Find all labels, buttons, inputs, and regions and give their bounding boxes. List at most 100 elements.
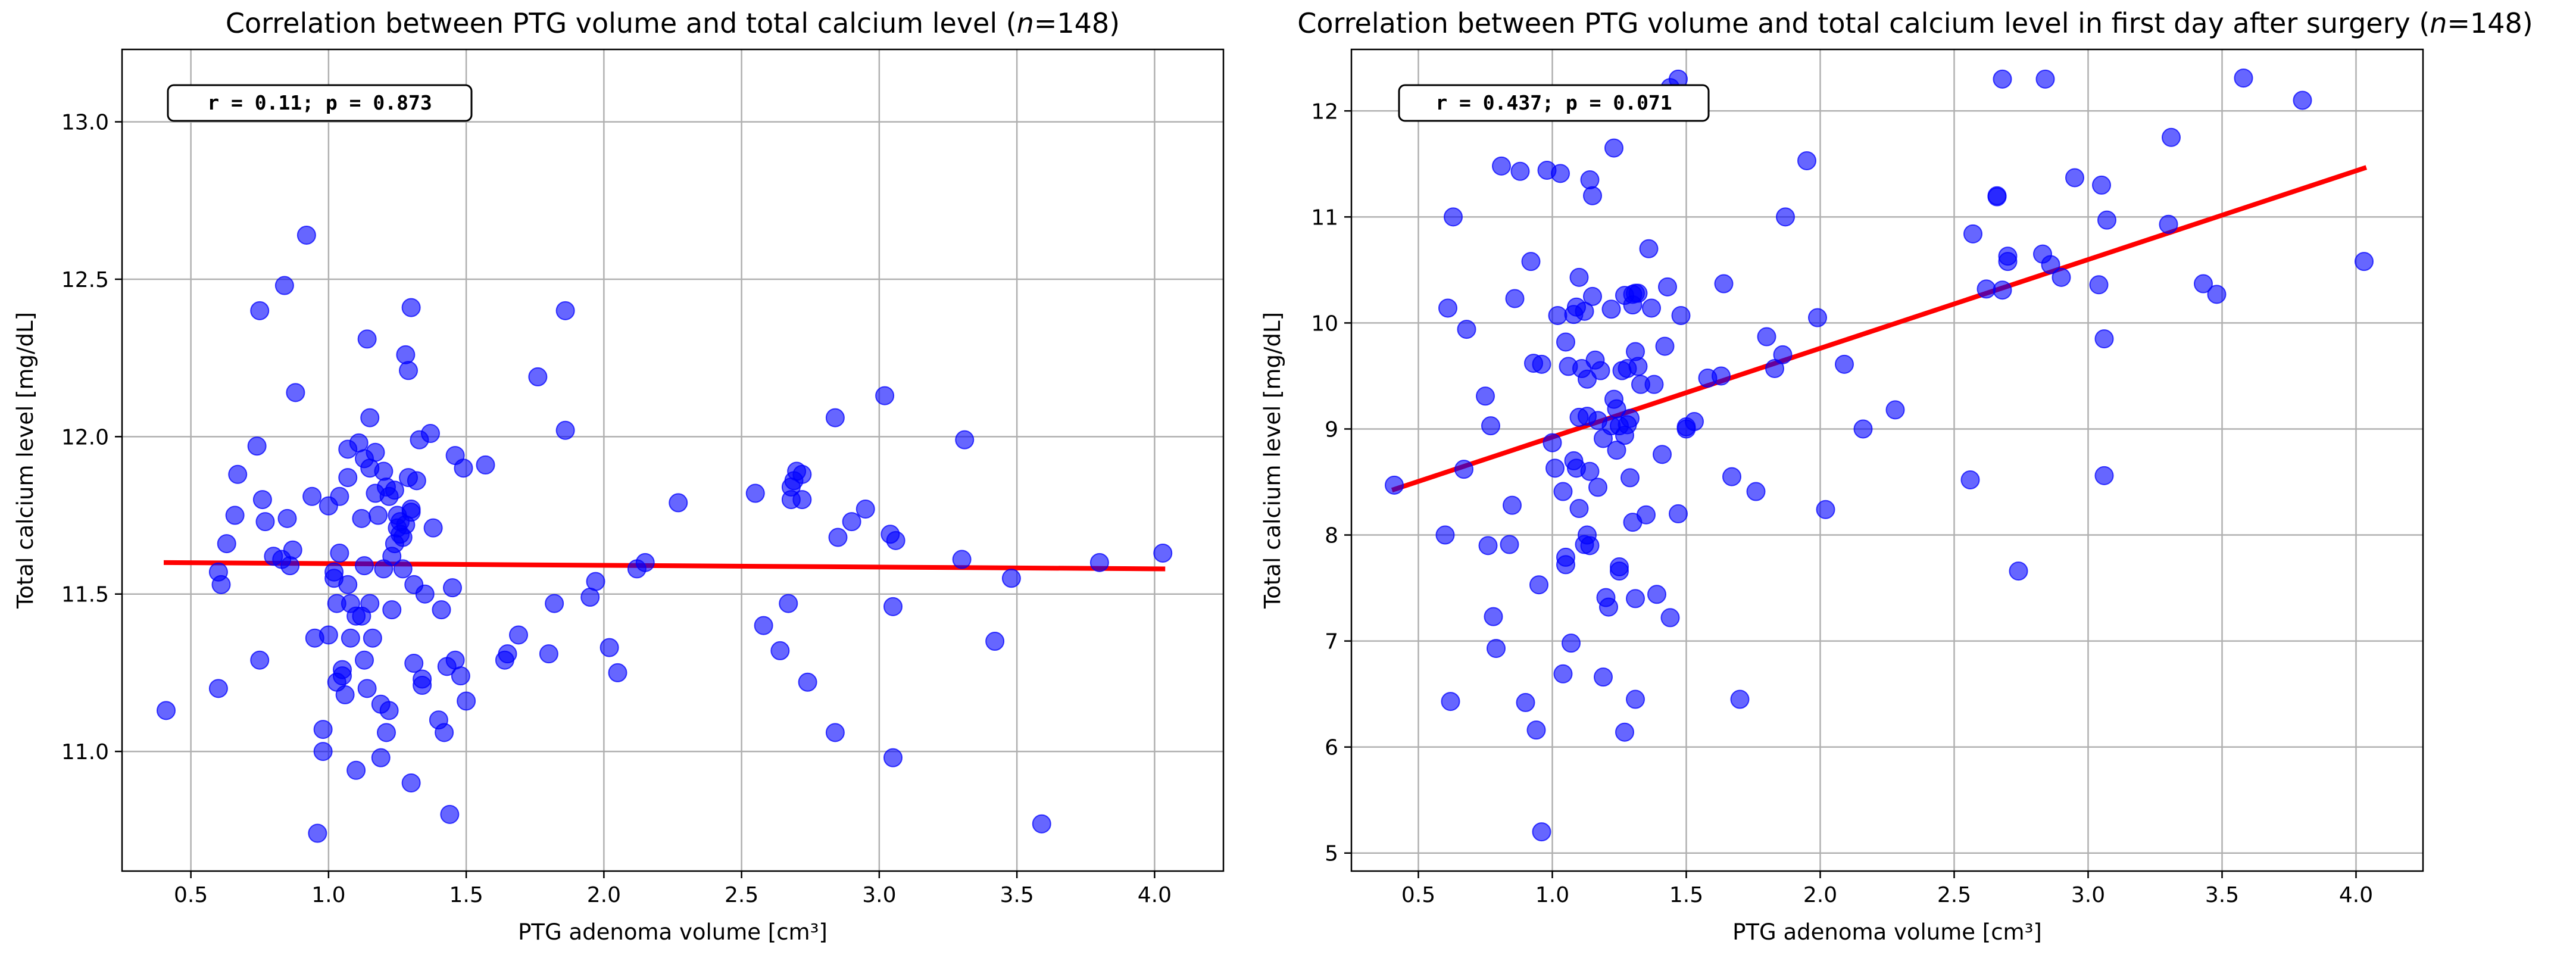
- chart-left-x-tick-label-5: 3.0: [862, 883, 896, 907]
- chart-left-stats-frame: [167, 84, 473, 122]
- chart-left-data-point-90: [415, 584, 435, 604]
- chart-right-stats-label: r = 0.437; p = 0.071: [1435, 91, 1672, 114]
- chart-right-data-point-104: [1776, 207, 1795, 227]
- chart-left-data-point-4: [217, 534, 236, 554]
- chart-right-data-point-141: [1601, 416, 1621, 436]
- chart-right-data-point-110: [1885, 400, 1905, 420]
- chart-right-data-point-105: [1797, 151, 1816, 170]
- chart-left-data-point-9: [252, 490, 272, 510]
- chart-right-data-point-83: [1647, 585, 1666, 604]
- chart-left-data-point-122: [770, 641, 790, 660]
- chart-right-data-point-52: [1591, 361, 1610, 380]
- chart-right-data-point-79: [1637, 505, 1656, 525]
- chart-right-data-point-119: [1998, 252, 2018, 272]
- chart-right-data-point-20: [1526, 720, 1546, 740]
- chart-left-data-point-6: [228, 464, 248, 484]
- chart-right-data-point-109: [1853, 419, 1873, 439]
- chart-left-data-point-141: [952, 550, 972, 569]
- chart-left-y-ticks: 11.0 11.5 12.0 12.5 13.0: [61, 111, 122, 764]
- chart-right-data-point-81: [1642, 298, 1661, 318]
- chart-left-data-point-8: [250, 301, 270, 320]
- chart-right-data-point-7: [1476, 386, 1495, 406]
- chart-left-data-point-147: [1153, 543, 1173, 563]
- chart-right-data-point-28: [1553, 482, 1573, 501]
- chart-right-data-point-128: [2094, 329, 2114, 349]
- chart-right-data-point-99: [1730, 689, 1750, 709]
- chart-left-y-tick-label-4: 13.0: [61, 111, 109, 135]
- chart-right-data-point-115: [1987, 187, 2007, 207]
- chart-left-data-point-77: [396, 345, 416, 364]
- chart-left-data-point-83: [401, 773, 421, 792]
- chart-left-data-point-144: [1001, 569, 1021, 588]
- chart-right-x-tick-label-6: 3.5: [2205, 883, 2239, 907]
- chart-left-data-point-41: [346, 760, 366, 780]
- chart-left-data-point-35: [335, 685, 355, 704]
- chart-right-data-point-13: [1500, 535, 1519, 554]
- chart-left-data-point-123: [779, 594, 798, 613]
- chart-right-data-point-15: [1505, 289, 1525, 308]
- chart-left-data-point-22: [308, 823, 327, 843]
- chart-left-data-point-46: [355, 650, 374, 670]
- chart-right-data-point-75: [1626, 589, 1645, 608]
- chart-right-data-point-135: [2234, 68, 2253, 88]
- chart-right-y-tick-label-1: 6: [1325, 736, 1338, 760]
- chart-right-data-point-14: [1503, 495, 1522, 515]
- chart-left-data-point-94: [432, 600, 451, 620]
- chart-right-data-point-8: [1478, 536, 1498, 556]
- chart-right-data-point-132: [2162, 127, 2181, 147]
- chart-right-data-point-116: [1993, 69, 2012, 89]
- chart-right-data-point-74: [1626, 689, 1645, 709]
- chart-left-data-point-45: [352, 508, 371, 528]
- chart-right-data-point-60: [1607, 441, 1626, 460]
- chart-right-x-tick-label-3: 2.0: [1803, 883, 1837, 907]
- chart-right-data-point-133: [2194, 274, 2213, 294]
- chart-right-data-point-16: [1510, 161, 1530, 181]
- chart-right-data-point-90: [1669, 504, 1688, 523]
- chart-right-y-tick-label-0: 5: [1325, 842, 1338, 866]
- chart-left-y-tick-label-3: 12.5: [61, 268, 109, 292]
- chart-left-title: Correlation between PTG volume and total…: [226, 7, 1120, 39]
- chart-left-data-point-18: [286, 383, 305, 402]
- chart-left-data-point-128: [792, 464, 812, 484]
- chart-left-x-tick-label-4: 2.5: [725, 883, 758, 907]
- chart-right-axes-frame: [1350, 48, 2424, 872]
- chart-left-y-tick-label-0: 11.0: [61, 740, 109, 764]
- chart-left-data-point-14: [274, 276, 294, 295]
- chart-right-data-point-91: [1671, 305, 1691, 325]
- chart-right-data-point-10: [1484, 607, 1503, 626]
- chart-right-data-point-123: [2041, 255, 2060, 274]
- chart-right-data-point-57: [1601, 299, 1621, 319]
- chart-right-data-point-41: [1575, 301, 1594, 321]
- chart-left-data-point-23: [313, 720, 333, 739]
- chart-right-data-point-66: [1615, 722, 1634, 742]
- chart-left-data-point-62: [377, 723, 396, 742]
- chart-right-stats-box: r = 0.437; p = 0.071: [1398, 84, 1710, 122]
- chart-right-data-point-146: [1567, 458, 1586, 478]
- chart-right-y-tick-label-3: 8: [1325, 524, 1338, 548]
- chart-right-data-point-147: [1626, 283, 1645, 303]
- chart-left-data-point-57: [369, 505, 388, 525]
- chart-right-data-point-33: [1562, 634, 1581, 653]
- chart-left-data-point-17: [283, 540, 302, 560]
- chart-right-data-point-129: [2094, 466, 2114, 485]
- chart-left-data-point-103: [457, 691, 476, 711]
- chart-left-data-point-34: [333, 666, 352, 686]
- chart-right-data-point-142: [1556, 332, 1575, 352]
- chart-right-data-point-2: [1438, 298, 1457, 318]
- chart-left-data-point-138: [883, 597, 903, 616]
- chart-right-data-point-9: [1481, 416, 1500, 436]
- chart-right-data-point-139: [1583, 286, 1602, 306]
- chart-left-data-point-16: [280, 556, 300, 576]
- chart-right-data-point-131: [2159, 214, 2178, 234]
- chart-right-data-point-117: [1993, 280, 2012, 300]
- chart-left-data-point-65: [379, 701, 399, 720]
- chart-right-data-point-5: [1454, 460, 1473, 479]
- chart-left-data-point-20: [302, 486, 322, 506]
- chart-right-data-point-120: [2009, 561, 2028, 581]
- chart-left-data-point-109: [539, 644, 558, 664]
- chart-left-data-point-84: [404, 654, 424, 673]
- chart-right-data-point-100: [1746, 482, 1766, 501]
- chart-right-x-tick-label-0: 0.5: [1401, 883, 1435, 907]
- chart-right-data-point-130: [2097, 210, 2116, 230]
